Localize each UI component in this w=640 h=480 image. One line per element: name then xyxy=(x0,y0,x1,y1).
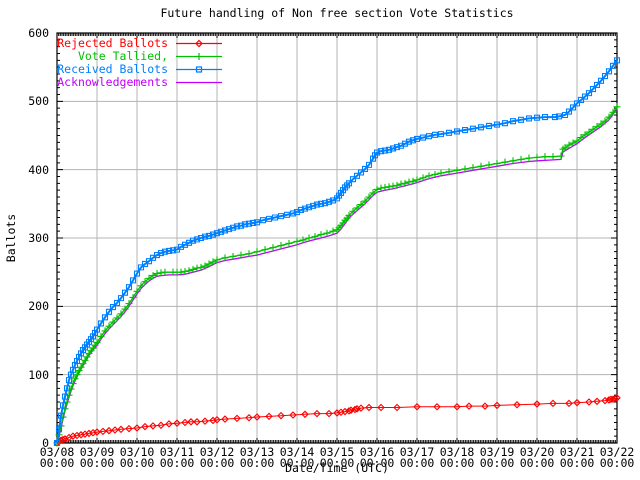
y-tick-label-600: 600 xyxy=(28,26,49,40)
x-tick-label-03-20: 03/20 00:00 xyxy=(519,445,555,470)
x-tick-label-03-21: 03/21 00:00 xyxy=(559,445,595,470)
chart-title: Future handling of Non free section Vote… xyxy=(160,6,514,20)
legend-sample-none-acknowledgements xyxy=(176,81,222,84)
series-received-ballots-markers xyxy=(53,57,621,447)
y-tick-label-300: 300 xyxy=(28,231,49,245)
y-tick-label-0: 0 xyxy=(42,436,49,450)
legend: Rejected Ballots Vote Tallied, Received Ba… xyxy=(56,37,286,89)
legend-label-rejected-ballots: Rejected Ballots xyxy=(57,36,168,50)
legend-sample-plus-vote-tallied xyxy=(176,53,222,60)
legend-item-acknowledgements: Acknowledgements xyxy=(56,76,286,89)
x-tick-label-03-08: 03/08 00:00 xyxy=(39,445,75,470)
x-tick-label-03-12: 03/12 00:00 xyxy=(199,445,235,470)
gridlines xyxy=(57,33,617,443)
legend-label-acknowledgements: Acknowledgements xyxy=(57,75,168,89)
x-tick-label-03-19: 03/19 00:00 xyxy=(479,445,515,470)
legend-sample-square-received-ballots xyxy=(176,66,222,73)
legend-sample-diamond-rejected-ballots xyxy=(176,39,222,48)
x-tick-label-03-09: 03/09 00:00 xyxy=(79,445,115,470)
x-tick-label-03-18: 03/18 00:00 xyxy=(439,445,475,470)
x-tick-label-03-11: 03/11 00:00 xyxy=(159,445,195,470)
y-tick-label-200: 200 xyxy=(28,299,49,314)
legend-item-received-ballots: Received Ballots xyxy=(56,63,286,76)
x-tick-label-03-15: 03/15 00:00 xyxy=(319,445,355,470)
x-tick-label-03-22: 03/22 00:00 xyxy=(599,445,635,470)
legend-item-vote-tallied: Vote Tallied, xyxy=(56,50,286,63)
legend-item-rejected-ballots: Rejected Ballots xyxy=(56,37,286,50)
x-axis-title: Date/Time (UTC) xyxy=(285,461,389,475)
legend-label-received-ballots: Received Ballots xyxy=(57,62,168,76)
legend-label-vote-tallied: Vote Tallied, xyxy=(77,49,168,63)
x-tick-label-03-14: 03/14 00:00 xyxy=(279,445,315,470)
y-tick-label-100: 100 xyxy=(28,367,49,382)
x-tick-label-03-16: 03/16 00:00 xyxy=(359,445,395,470)
x-tick-label-03-17: 03/17 00:00 xyxy=(399,445,435,470)
y-tick-label-400: 400 xyxy=(28,162,49,177)
plot-frame xyxy=(56,32,618,444)
x-tick-label-03-13: 03/13 00:00 xyxy=(239,445,275,470)
x-tick-label-03-10: 03/10 00:00 xyxy=(119,445,155,470)
series-vote-tallied-line xyxy=(56,106,618,444)
y-tick-label-500: 500 xyxy=(28,94,49,109)
